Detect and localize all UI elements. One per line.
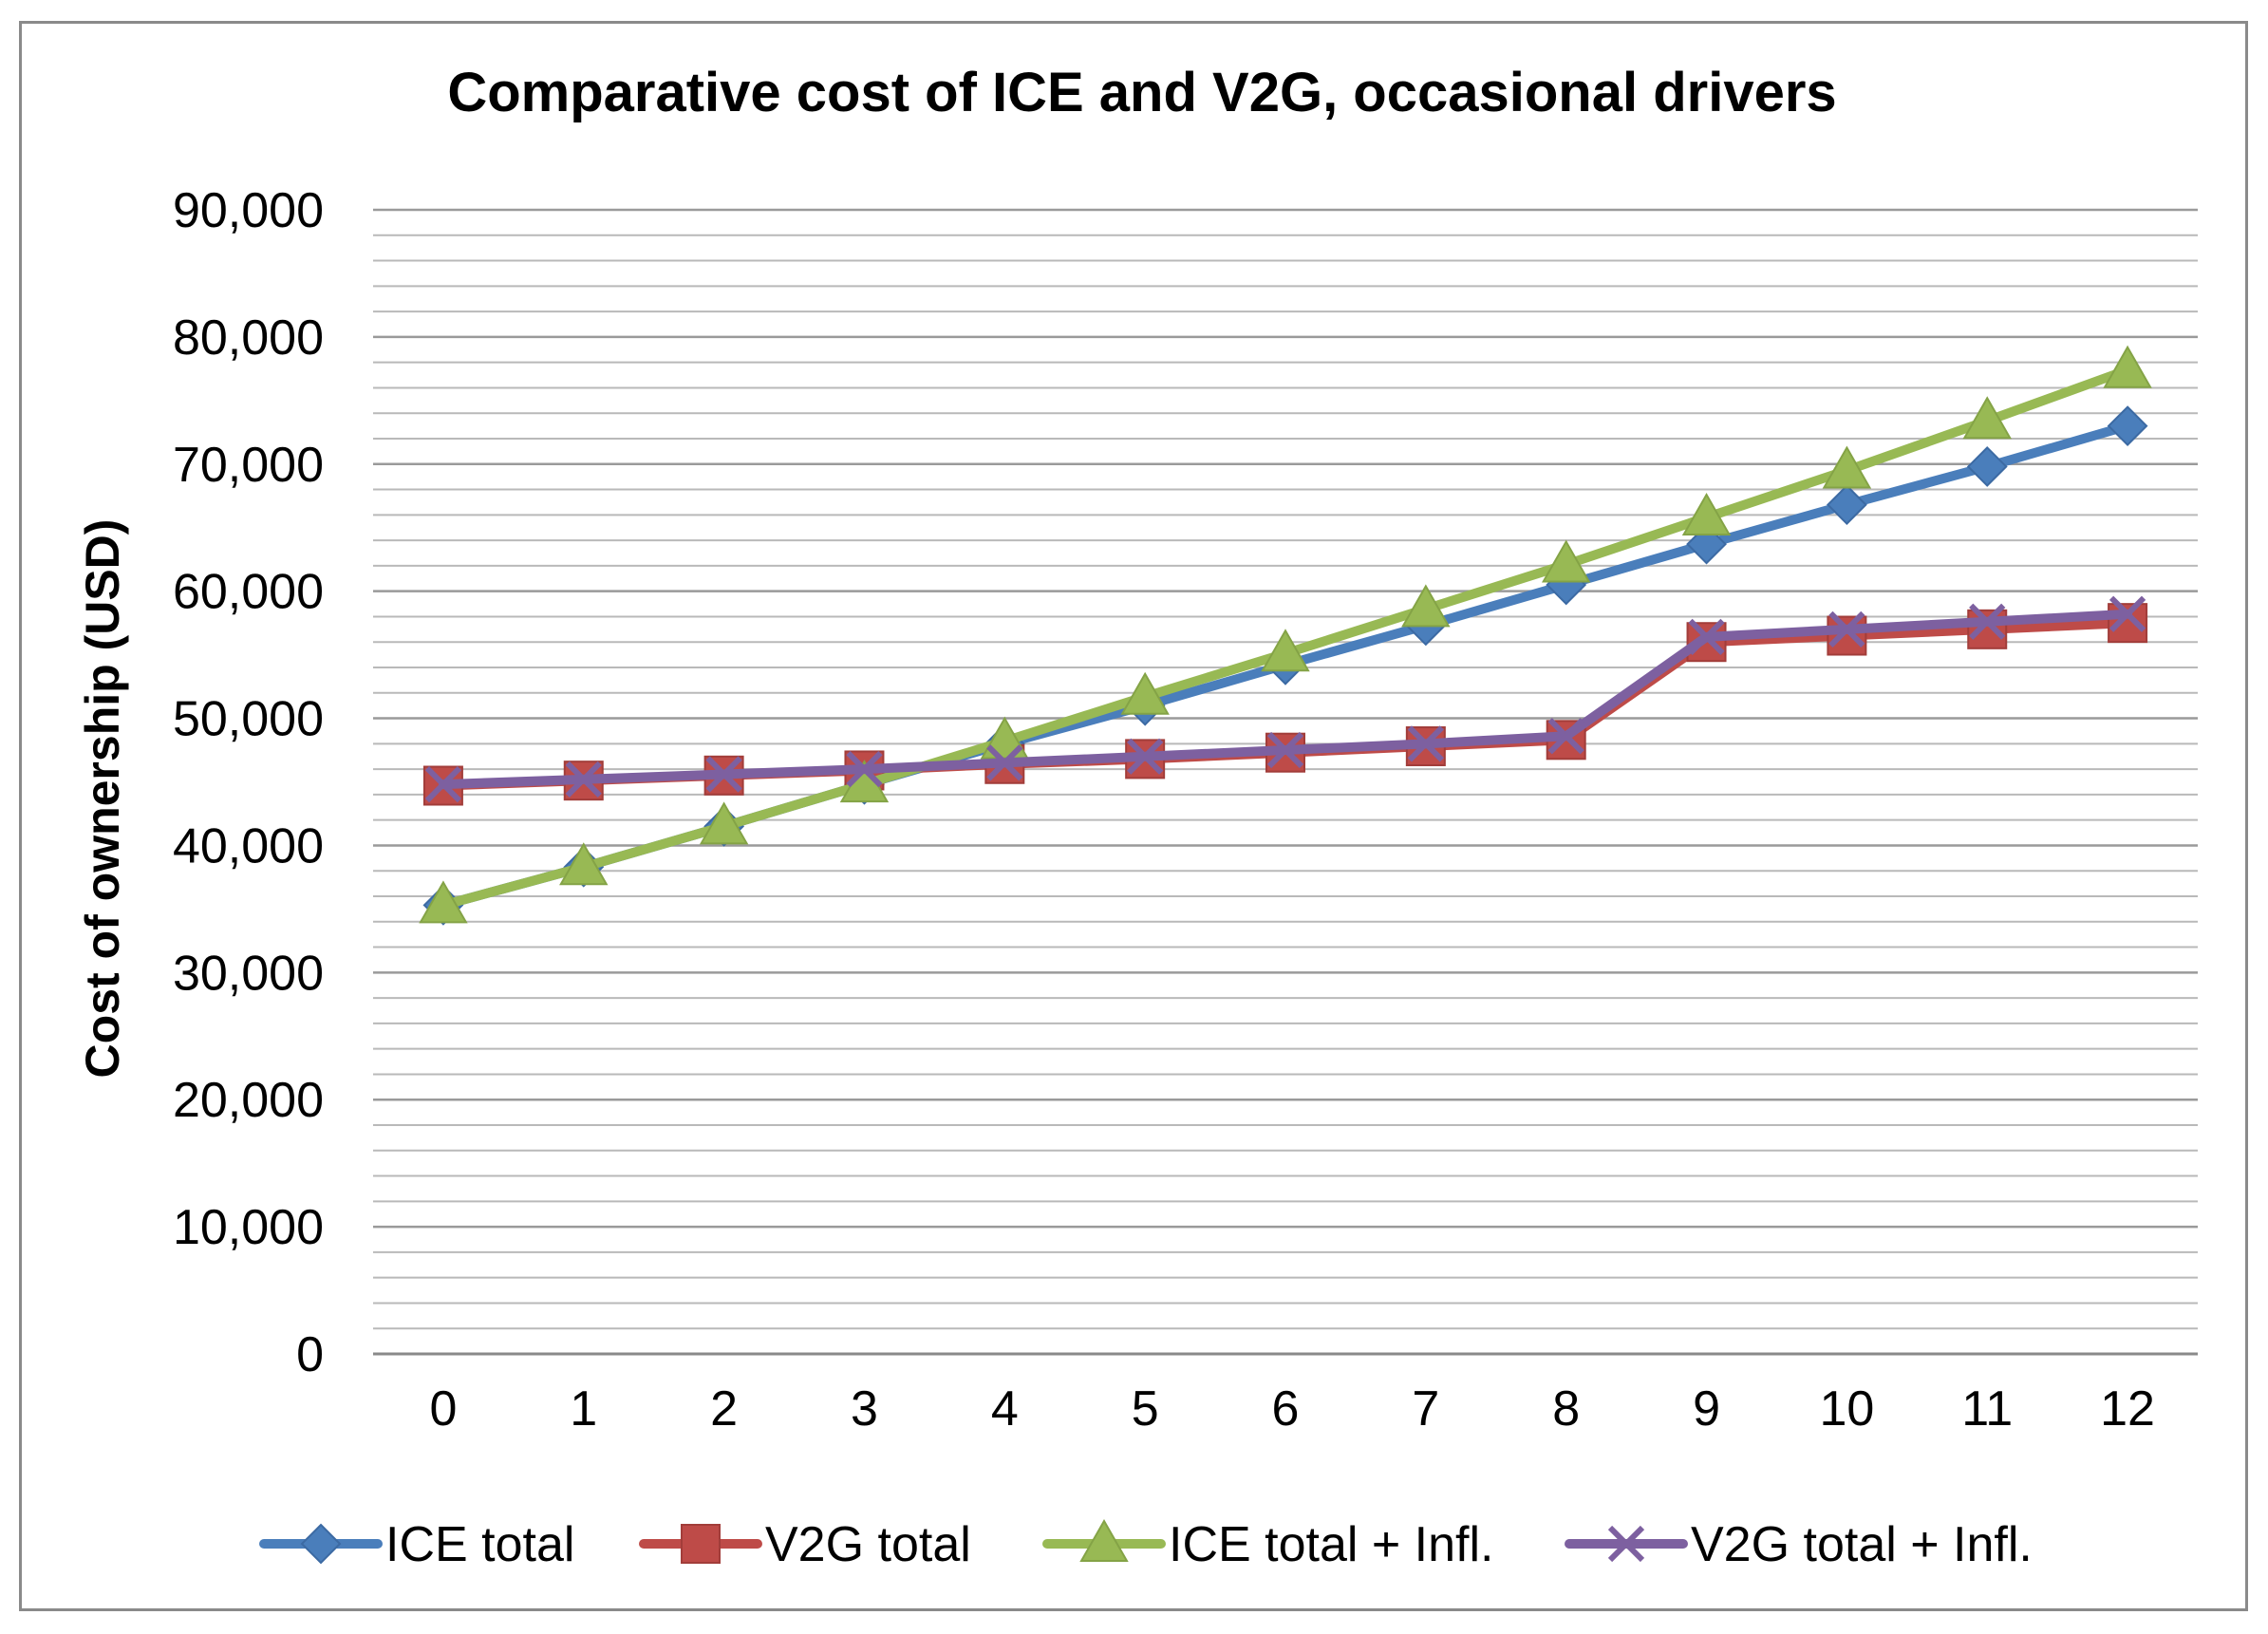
x-tick-label: 6: [1272, 1381, 1300, 1437]
x-tick-label: 5: [1132, 1381, 1159, 1437]
legend-label: ICE total + Infl.: [1169, 1517, 1494, 1572]
data-point: [705, 756, 742, 793]
legend-label: V2G total + Infl.: [1691, 1517, 2033, 1572]
y-tick-label: 90,000: [173, 183, 324, 238]
data-point: [1826, 484, 1867, 526]
data-point: [1967, 609, 2008, 649]
x-tick-label: 7: [1412, 1381, 1439, 1437]
data-point: [1266, 731, 1304, 769]
data-point: [986, 744, 1023, 781]
y-tick-label: 20,000: [173, 1073, 324, 1128]
data-point: [2107, 405, 2148, 447]
y-tick-label: 30,000: [173, 946, 324, 1001]
y-tick-label: 60,000: [173, 565, 324, 620]
x-axis-ticks: 0 1 2 3 4 5 6 7 8 9 10 11 12: [429, 1381, 2155, 1437]
y-axis-label: Cost of ownership (USD): [76, 519, 129, 1079]
legend-label: ICE total: [385, 1517, 574, 1572]
data-point: [419, 880, 468, 924]
data-point: [1261, 629, 1310, 672]
data-point: [559, 842, 609, 886]
data-point: [1079, 1518, 1129, 1562]
data-point: [300, 1523, 342, 1565]
data-point: [424, 766, 462, 803]
data-point: [1547, 718, 1584, 755]
data-point: [1827, 615, 1867, 656]
data-point: [1401, 584, 1451, 628]
legend: ICE total V2G total ICE total + Infl. V2G t…: [259, 1517, 2033, 1572]
data-point: [1969, 603, 2006, 640]
y-tick-label: 0: [296, 1327, 324, 1382]
x-tick-label: 4: [991, 1381, 1019, 1437]
x-tick-label: 9: [1693, 1381, 1720, 1437]
x-tick-label: 12: [2100, 1381, 2155, 1437]
y-tick-label: 80,000: [173, 310, 324, 366]
y-tick-label: 50,000: [173, 692, 324, 747]
y-tick-label: 40,000: [173, 818, 324, 873]
legend-item: ICE total: [259, 1517, 574, 1572]
x-tick-label: 11: [1961, 1381, 2013, 1437]
x-tick-label: 1: [570, 1381, 597, 1437]
x-tick-label: 0: [429, 1381, 457, 1437]
data-point: [565, 761, 602, 798]
y-axis-ticks: 0 10,000 20,000 30,000 40,000 50,000 60,000 70,…: [173, 183, 324, 1382]
data-point: [1822, 445, 1872, 489]
chart-frame: Comparative cost of ICE and V2G, occasio…: [19, 21, 2248, 1611]
legend-item: ICE total + Infl.: [1042, 1517, 1494, 1572]
data-point: [2103, 345, 2152, 388]
y-tick-label: 10,000: [173, 1200, 324, 1255]
data-point: [846, 750, 883, 788]
series-layer: [419, 345, 2152, 926]
y-tick-label: 70,000: [173, 438, 324, 493]
chart: Comparative cost of ICE and V2G, occasio…: [76, 62, 2198, 1572]
data-point: [1688, 618, 1725, 655]
x-tick-label: 8: [1552, 1381, 1580, 1437]
data-point: [1127, 738, 1164, 775]
data-point: [1828, 610, 1865, 648]
data-point: [1962, 396, 2012, 440]
data-point: [2109, 595, 2146, 632]
data-point: [681, 1524, 721, 1564]
legend-label: V2G total: [765, 1517, 971, 1572]
data-point: [1681, 492, 1732, 536]
data-point: [1966, 446, 2008, 487]
data-point: [1607, 1525, 1645, 1563]
data-point: [1541, 539, 1591, 583]
chart-title: Comparative cost of ICE and V2G, occasio…: [447, 62, 1836, 123]
legend-item: V2G total + Infl.: [1565, 1517, 2033, 1572]
data-point: [1120, 671, 1170, 715]
legend-item: V2G total: [639, 1517, 971, 1572]
x-tick-label: 3: [851, 1381, 878, 1437]
data-point: [1407, 725, 1444, 762]
x-tick-label: 10: [1819, 1381, 1874, 1437]
series-v2g-total-infl: [424, 595, 2146, 803]
data-point: [699, 801, 749, 845]
x-tick-label: 2: [710, 1381, 738, 1437]
